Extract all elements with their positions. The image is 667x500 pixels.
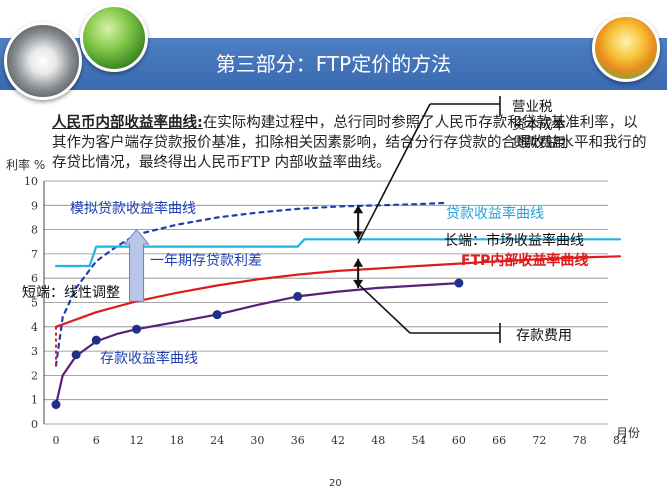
bottom-callout-leader [357, 283, 411, 334]
deposit-curve-label: 存款收益率曲线 [100, 351, 198, 367]
y-tick-label: 10 [24, 175, 38, 188]
y-tick-label: 4 [31, 321, 38, 334]
x-tick-label: 66 [492, 434, 506, 447]
y-tick-label: 1 [31, 394, 38, 407]
x-tick-label: 42 [331, 434, 345, 447]
description-paragraph: 人民币内部收益率曲线:在实际构建过程中，总行同时参照了人民币存款和贷款基准利率，… [52, 113, 652, 173]
slide-title: 第三部分：FTP定价的方法 [215, 52, 452, 76]
x-tick-label: 48 [371, 434, 385, 447]
x-tick-label: 54 [412, 434, 426, 447]
simulated-loan-curve [54, 201, 447, 367]
y-tick-label: 2 [31, 369, 38, 382]
y-tick-label: 7 [31, 248, 38, 261]
x-tick-label: 12 [130, 434, 144, 447]
ftp-curve [54, 255, 622, 328]
deposit-curve-marker [132, 324, 142, 334]
x-tick-label: 78 [573, 434, 587, 447]
one-year-spread-arrow [123, 228, 150, 302]
x-tick-label: 84 [613, 434, 627, 447]
short-end-label: 短端：线性调整 [22, 285, 120, 301]
y-tick-label: 9 [31, 199, 38, 212]
x-tick-label: 6 [93, 434, 100, 447]
y-tick-label: 3 [31, 345, 38, 358]
x-tick-label: 0 [53, 434, 60, 447]
callout-item-capital-cost: 资本成本 [512, 117, 566, 133]
deposit-curve-marker [91, 335, 101, 345]
dandelion-photo [4, 22, 82, 100]
loan-curve-label: 贷款收益率曲线 [446, 206, 544, 222]
deposit-curve-marker [51, 400, 61, 410]
paragraph-lead: 人民币内部收益率曲线: [52, 115, 203, 131]
x-tick-label: 36 [291, 434, 305, 447]
paragraph-body: 在实际构建过程中，总行同时参照了人民币存款和贷款基准利率，以其作为客户端存贷款报… [52, 115, 647, 171]
x-tick-label: 18 [170, 434, 184, 447]
x-axis-label: 月份 [616, 426, 641, 440]
deposit-curve-marker [454, 278, 464, 288]
bottom-callout-label: 存款费用 [516, 328, 572, 344]
long-end-label: 长端：市场收益率曲线 [444, 233, 584, 249]
x-tick-label: 72 [532, 434, 546, 447]
tulip-photo [592, 14, 660, 82]
callout-item-loan-expense: 贷款费用 [512, 135, 566, 151]
x-tick-label: 24 [210, 434, 224, 447]
callout-item-business-tax: 营业税 [512, 99, 553, 115]
y-tick-label: 5 [31, 297, 38, 310]
deposit-curve-marker [212, 310, 222, 320]
x-tick-label: 60 [452, 434, 466, 447]
y-tick-label: 6 [31, 272, 38, 285]
green-leaf-photo [80, 4, 148, 72]
page-number: 20 [329, 478, 342, 489]
y-tick-label: 8 [31, 224, 38, 237]
ftp-curve-label: FTP内部收益率曲线 [461, 253, 589, 269]
x-tick-label: 30 [250, 434, 264, 447]
loan-spread-arrow-head-bottom [353, 231, 364, 240]
top-callout-leader [357, 103, 431, 244]
deposit-spread-arrow-head-top [353, 258, 364, 267]
y-tick-label: 0 [31, 418, 38, 431]
one-year-spread-label: 一年期存贷款利差 [150, 253, 262, 269]
y-axis-label: 利率 % [6, 158, 46, 172]
deposit-curve-marker [71, 350, 81, 360]
loan-curve [54, 238, 622, 268]
simulated-loan-curve-label: 模拟贷款收益率曲线 [70, 201, 196, 217]
top-callout-box: 营业税 资本成本 贷款费用 [512, 98, 602, 152]
loan-spread-arrow-head-top [353, 205, 364, 214]
deposit-curve-marker [293, 291, 303, 301]
